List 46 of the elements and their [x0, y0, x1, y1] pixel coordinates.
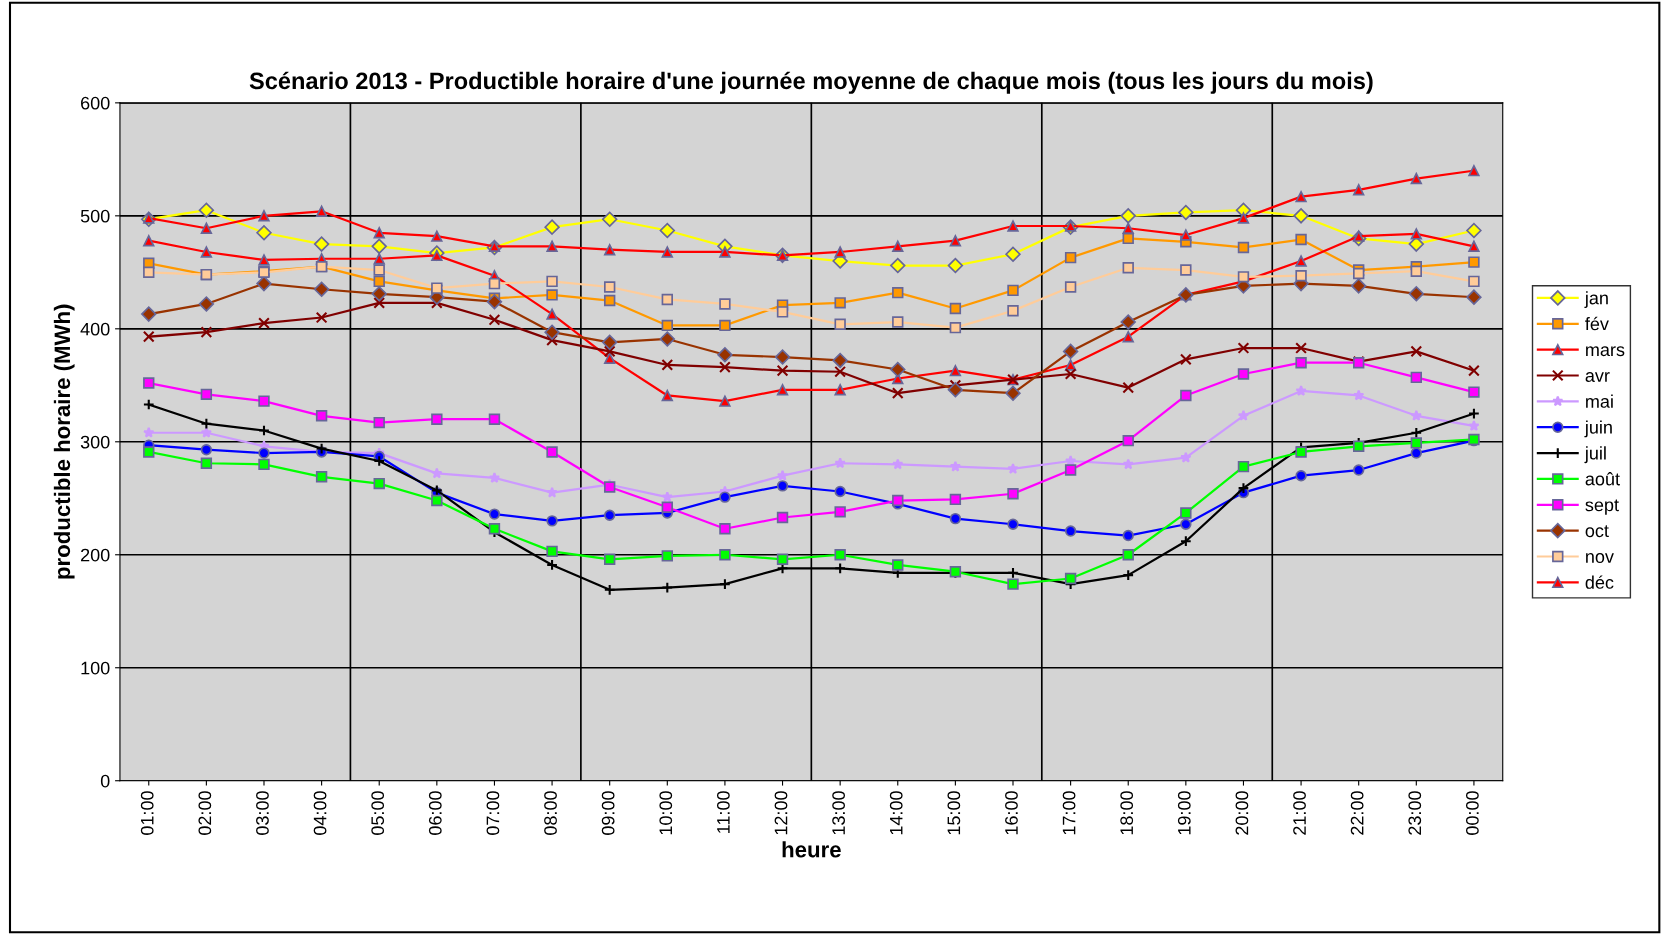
x-tick-label: 20:00	[1235, 791, 1249, 835]
x-tick-label: 19:00	[1177, 791, 1191, 835]
legend-label: fév	[1585, 316, 1609, 331]
x-tick-label: 21:00	[1293, 791, 1306, 835]
x-tick-label: 08:00	[544, 791, 557, 835]
legend-label: jan	[1584, 291, 1608, 308]
legend-label: nov	[1586, 553, 1614, 563]
legend-label: avr	[1585, 372, 1610, 382]
x-axis-title: heure	[782, 841, 841, 858]
x-tick-label: 18:00	[1120, 791, 1134, 835]
chart-title: Scénario 2013 - Productible horaire d'une journée moyenne de chaque mois (tous les jours du mois)	[249, 71, 1373, 94]
x-tick-label: 17:00	[1062, 791, 1076, 835]
x-tick-label: 11:00	[716, 791, 730, 833]
x-tick-label: 06:00	[428, 791, 442, 835]
legend-label: juil	[1584, 446, 1606, 464]
y-axis-title: productible horaire (MWh)	[53, 304, 75, 579]
legend-label: août	[1585, 472, 1620, 486]
x-tick-label: 22:00	[1350, 791, 1364, 835]
y-tick-label: 200	[81, 548, 110, 562]
x-tick-label: 15:00	[947, 791, 961, 835]
legend-label: oct	[1585, 525, 1609, 538]
x-tick-label: 02:00	[198, 791, 212, 835]
legend-label: juin	[1584, 420, 1612, 438]
y-tick-label: 500	[80, 209, 110, 223]
y-tick-label: 400	[80, 322, 110, 336]
x-tick-label: 12:00	[774, 791, 788, 835]
x-tick-label: 13:00	[832, 791, 845, 835]
x-tick-label: 03:00	[256, 791, 269, 835]
legend-label: sept	[1585, 499, 1619, 515]
x-tick-label: 00:00	[1465, 791, 1479, 835]
legend-label: mars	[1586, 346, 1625, 357]
x-tick-label: 09:00	[601, 791, 615, 835]
legend-label: déc	[1585, 575, 1614, 589]
y-tick-label: 100	[81, 661, 110, 675]
y-tick-label: 600	[81, 96, 110, 110]
x-tick-label: 01:00	[140, 791, 154, 835]
x-tick-label: 04:00	[313, 791, 327, 835]
x-tick-label: 16:00	[1005, 791, 1018, 835]
x-tick-label: 14:00	[889, 791, 903, 835]
legend-label: mai	[1586, 394, 1613, 408]
x-tick-label: 23:00	[1408, 791, 1422, 835]
y-tick-label: 300	[80, 435, 110, 449]
x-tick-label: 10:00	[659, 791, 673, 835]
x-tick-label: 05:00	[371, 791, 385, 835]
x-tick-label: 07:00	[486, 791, 500, 835]
y-tick-label: 0	[100, 774, 110, 788]
